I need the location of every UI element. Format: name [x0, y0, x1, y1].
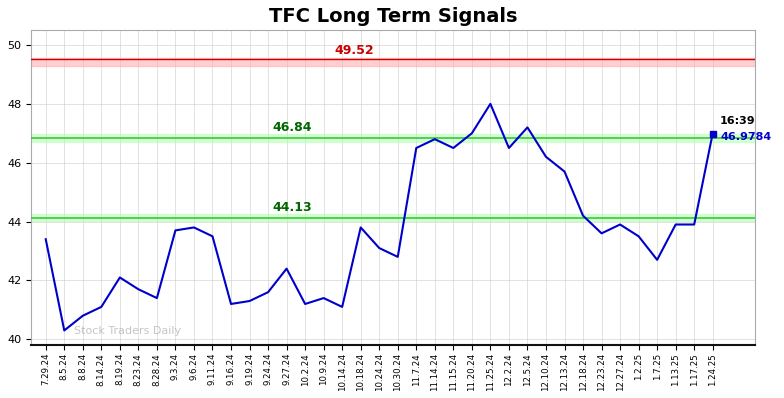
- Text: Stock Traders Daily: Stock Traders Daily: [74, 326, 180, 336]
- Title: TFC Long Term Signals: TFC Long Term Signals: [269, 7, 517, 26]
- Text: 44.13: 44.13: [273, 201, 312, 214]
- Bar: [31, 135, 755, 142]
- Text: 46.84: 46.84: [273, 121, 312, 134]
- Text: 49.52: 49.52: [335, 44, 374, 57]
- Bar: [31, 214, 755, 221]
- Bar: [31, 58, 755, 66]
- Text: 16:39: 16:39: [720, 116, 756, 126]
- Text: 46.9784: 46.9784: [720, 133, 771, 142]
